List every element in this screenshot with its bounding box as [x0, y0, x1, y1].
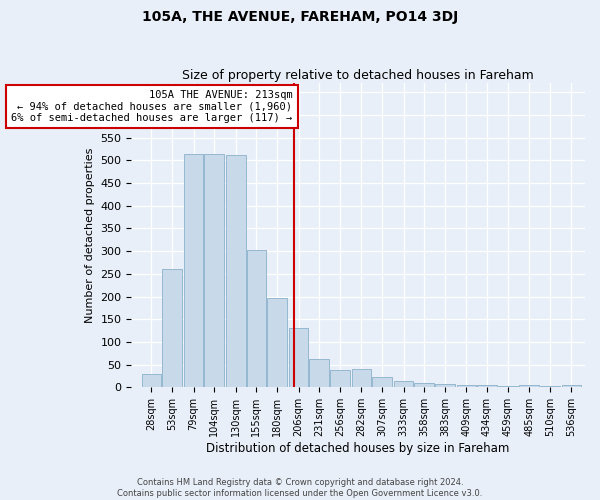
Text: 105A THE AVENUE: 213sqm
← 94% of detached houses are smaller (1,960)
6% of semi-: 105A THE AVENUE: 213sqm ← 94% of detache… [11, 90, 292, 123]
Bar [372, 378, 392, 388]
Bar [226, 156, 245, 388]
Bar [435, 384, 455, 388]
Text: 105A, THE AVENUE, FAREHAM, PO14 3DJ: 105A, THE AVENUE, FAREHAM, PO14 3DJ [142, 10, 458, 24]
Bar [330, 370, 350, 388]
Bar [415, 383, 434, 388]
Bar [142, 374, 161, 388]
Bar [562, 385, 581, 388]
Bar [289, 328, 308, 388]
Text: Contains HM Land Registry data © Crown copyright and database right 2024.
Contai: Contains HM Land Registry data © Crown c… [118, 478, 482, 498]
Bar [540, 386, 560, 388]
Bar [247, 250, 266, 388]
Y-axis label: Number of detached properties: Number of detached properties [85, 148, 95, 323]
Bar [267, 298, 287, 388]
Title: Size of property relative to detached houses in Fareham: Size of property relative to detached ho… [182, 69, 534, 82]
X-axis label: Distribution of detached houses by size in Fareham: Distribution of detached houses by size … [206, 442, 510, 455]
Bar [162, 270, 182, 388]
Bar [184, 154, 203, 388]
Bar [477, 385, 497, 388]
Bar [498, 386, 518, 388]
Bar [394, 380, 413, 388]
Bar [457, 385, 476, 388]
Bar [205, 154, 224, 388]
Bar [520, 385, 539, 388]
Bar [352, 369, 371, 388]
Bar [310, 358, 329, 388]
